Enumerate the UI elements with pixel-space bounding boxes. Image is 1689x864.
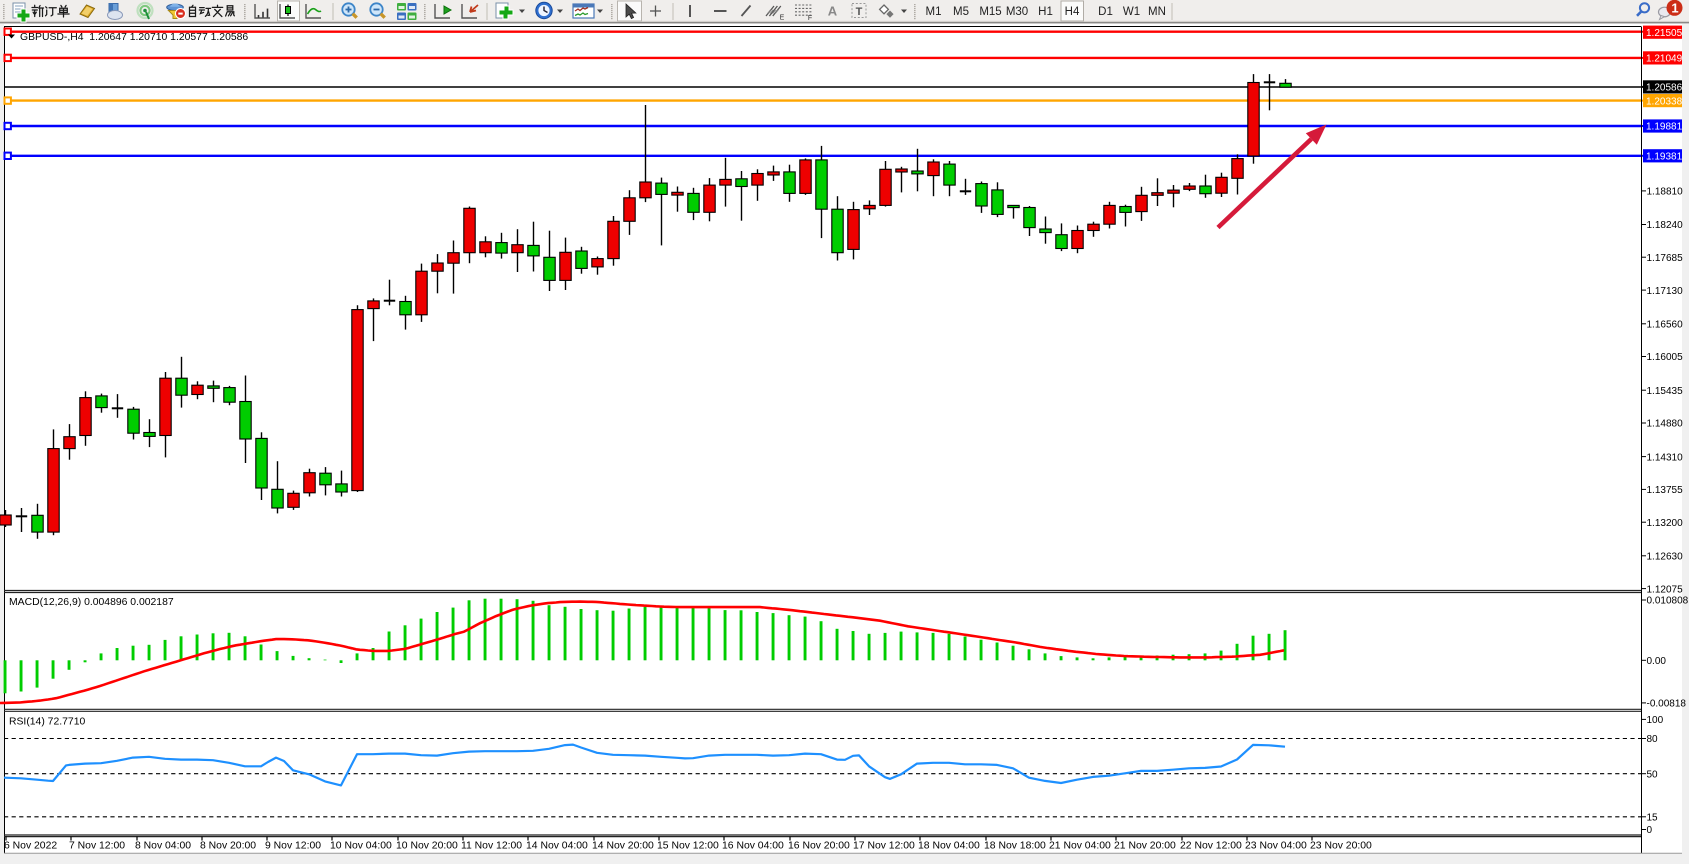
- svg-text:1.16560: 1.16560: [1647, 320, 1684, 331]
- svg-text:M30: M30: [1006, 6, 1028, 18]
- svg-text:0: 0: [1647, 825, 1653, 836]
- svg-text:9 Nov 12:00: 9 Nov 12:00: [265, 841, 321, 852]
- svg-text:1.21505: 1.21505: [1646, 28, 1683, 39]
- svg-text:1.13200: 1.13200: [1647, 518, 1684, 529]
- svg-text:0.00: 0.00: [1647, 656, 1667, 667]
- svg-text:1.17685: 1.17685: [1647, 253, 1684, 264]
- svg-text:16 Nov 20:00: 16 Nov 20:00: [788, 841, 850, 852]
- svg-text:RSI(14) 72.7710: RSI(14) 72.7710: [9, 717, 85, 728]
- svg-text:M1: M1: [926, 6, 942, 18]
- svg-text:10 Nov 20:00: 10 Nov 20:00: [396, 841, 458, 852]
- svg-text:1: 1: [1671, 0, 1678, 15]
- svg-text:1.19881: 1.19881: [1646, 122, 1683, 133]
- svg-text:MACD(12,26,9) 0.004896 0.00218: MACD(12,26,9) 0.004896 0.002187: [9, 597, 174, 608]
- svg-text:16 Nov 04:00: 16 Nov 04:00: [722, 841, 784, 852]
- svg-text:10 Nov 04:00: 10 Nov 04:00: [330, 841, 392, 852]
- svg-text:1.12075: 1.12075: [1647, 584, 1684, 595]
- svg-text:M15: M15: [979, 6, 1001, 18]
- svg-text:7 Nov 12:00: 7 Nov 12:00: [69, 841, 125, 852]
- svg-text:-0.00818: -0.00818: [1647, 699, 1687, 710]
- svg-text:W1: W1: [1123, 6, 1140, 18]
- svg-text:1.14310: 1.14310: [1647, 452, 1684, 463]
- svg-text:23 Nov 04:00: 23 Nov 04:00: [1245, 841, 1307, 852]
- svg-text:H1: H1: [1038, 6, 1053, 18]
- svg-text:0.010808: 0.010808: [1647, 596, 1689, 607]
- svg-text:8 Nov 20:00: 8 Nov 20:00: [200, 841, 256, 852]
- svg-text:14 Nov 20:00: 14 Nov 20:00: [592, 841, 654, 852]
- svg-text:18 Nov 18:00: 18 Nov 18:00: [984, 841, 1046, 852]
- svg-text:E: E: [780, 15, 785, 22]
- svg-text:21 Nov 04:00: 21 Nov 04:00: [1049, 841, 1111, 852]
- svg-text:17 Nov 12:00: 17 Nov 12:00: [853, 841, 915, 852]
- svg-text:1.17130: 1.17130: [1647, 286, 1684, 297]
- svg-text:1.18240: 1.18240: [1647, 220, 1684, 231]
- svg-text:50: 50: [1647, 769, 1659, 780]
- svg-text:1.13755: 1.13755: [1647, 485, 1684, 496]
- svg-text:T: T: [856, 6, 863, 18]
- svg-text:1.20338: 1.20338: [1646, 96, 1683, 107]
- svg-text:H4: H4: [1065, 6, 1080, 18]
- svg-text:M5: M5: [953, 6, 969, 18]
- svg-text:6 Nov 2022: 6 Nov 2022: [4, 841, 57, 852]
- svg-text:80: 80: [1647, 734, 1659, 745]
- svg-text:14 Nov 04:00: 14 Nov 04:00: [526, 841, 588, 852]
- svg-text:F: F: [808, 15, 812, 22]
- svg-text:21 Nov 20:00: 21 Nov 20:00: [1114, 841, 1176, 852]
- svg-text:D1: D1: [1098, 6, 1113, 18]
- svg-text:100: 100: [1647, 715, 1664, 726]
- svg-text:1.14880: 1.14880: [1647, 419, 1684, 430]
- svg-text:1.15435: 1.15435: [1647, 386, 1684, 397]
- svg-text:8 Nov 04:00: 8 Nov 04:00: [135, 841, 191, 852]
- svg-text:1.12630: 1.12630: [1647, 552, 1684, 563]
- svg-text:1.16005: 1.16005: [1647, 352, 1684, 363]
- svg-text:11 Nov 12:00: 11 Nov 12:00: [461, 841, 522, 852]
- svg-text:15: 15: [1647, 813, 1659, 824]
- svg-text:1.18810: 1.18810: [1647, 187, 1684, 198]
- svg-text:A: A: [828, 4, 838, 19]
- svg-text:15 Nov 12:00: 15 Nov 12:00: [657, 841, 719, 852]
- svg-text:1.19381: 1.19381: [1646, 152, 1683, 163]
- svg-text:22 Nov 12:00: 22 Nov 12:00: [1180, 841, 1242, 852]
- svg-text:23 Nov 20:00: 23 Nov 20:00: [1310, 841, 1372, 852]
- svg-text:18 Nov 04:00: 18 Nov 04:00: [918, 841, 980, 852]
- svg-text:GBPUSD-,H4 1.20647 1.20710 1.: GBPUSD-,H4 1.20647 1.20710 1.20577 1.205…: [20, 32, 248, 43]
- svg-text:MN: MN: [1148, 6, 1166, 18]
- svg-text:1.20586: 1.20586: [1646, 83, 1683, 94]
- svg-text:1.21049: 1.21049: [1646, 54, 1683, 65]
